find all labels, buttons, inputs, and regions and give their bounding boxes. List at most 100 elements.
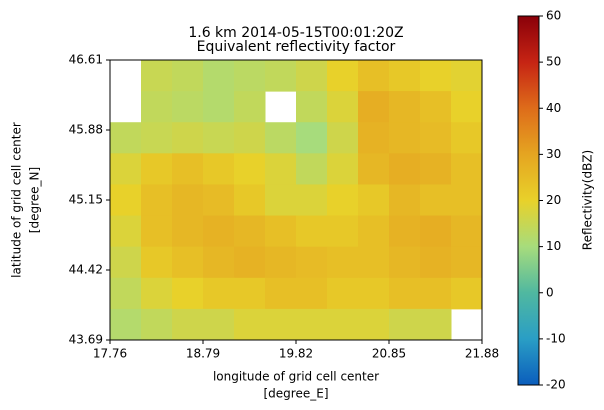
heatmap-cell [296,277,328,310]
heatmap-cell [265,246,297,279]
heatmap-cell [203,184,235,217]
chart-title: 1.6 km 2014-05-15T00:01:20Z [188,25,403,41]
heatmap-cell [389,184,421,217]
heatmap-cell [172,246,204,279]
x-axis-unit: [degree_E] [264,387,329,401]
heatmap-cell [234,277,266,310]
heatmap-cell [172,122,204,154]
colorbar-tick-label: -20 [546,378,566,392]
heatmap-cell [327,91,359,123]
heatmap-cell [451,277,483,310]
heatmap-cell [420,246,452,279]
heatmap-cell [141,184,173,217]
y-tick-label: 45.88 [69,123,103,137]
heatmap-cell [327,60,359,92]
heatmap-cell [110,215,142,248]
colorbar-tick-label: 50 [546,55,561,69]
heatmap-cell [141,215,173,248]
heatmap-cell [451,91,483,123]
heatmap-cell [420,153,452,185]
heatmap-cell [141,122,173,154]
heatmap-cell [296,153,328,185]
heatmap-cell [327,277,359,310]
heatmap-cell [389,122,421,154]
heatmap-cell [203,215,235,248]
heatmap-cell [358,91,390,123]
heatmap-cell [296,122,328,154]
colorbar-tick-label: 60 [546,9,561,23]
colorbar-label: Reflectivity(dBZ) [581,150,595,250]
y-tick-label: 44.42 [69,263,103,277]
heatmap-cell [327,308,359,341]
heatmap-cell [389,60,421,92]
heatmap-cell [265,308,297,341]
heatmap-cell [358,153,390,185]
heatmap-cell [389,246,421,279]
heatmap-cell [141,277,173,310]
x-tick-label: 21.88 [465,347,499,361]
heatmap-cell [172,308,204,341]
heatmap-cell [234,153,266,185]
heatmap-cell [265,215,297,248]
heatmap-cell [172,215,204,248]
heatmap-cell [172,277,204,310]
heatmap-cell [172,91,204,123]
heatmap-cell [234,308,266,341]
heatmap-cell [451,122,483,154]
heatmap-cell [265,184,297,217]
heatmap-cell [234,184,266,217]
heatmap-cell [451,153,483,185]
heatmap-cell [451,246,483,279]
heatmap-cell [234,91,266,123]
y-axis-label: latitude of grid cell center [10,122,24,278]
heatmap-cell [141,308,173,341]
heatmap-cell [358,246,390,279]
x-tick-label: 20.85 [372,347,406,361]
heatmap-cell [172,153,204,185]
heatmap-cell [420,60,452,92]
heatmap-cell [234,122,266,154]
colorbar-tick-label: 30 [546,147,561,161]
colorbar-tick-label: -10 [546,331,566,345]
heatmap-cell [358,184,390,217]
heatmap-cell [110,153,142,185]
heatmap-cell [389,215,421,248]
heatmap-cell [234,246,266,279]
heatmap-cell [296,91,328,123]
heatmap-cell [389,91,421,123]
y-tick-label: 46.61 [69,53,103,67]
heatmap-cell [358,277,390,310]
x-tick-label: 17.76 [93,347,127,361]
heatmap-cell [110,277,142,310]
heatmap-cell [110,122,142,154]
heatmap-cell [358,215,390,248]
heatmap-cell [420,308,452,341]
heatmap-cell [358,60,390,92]
heatmap-cell [389,277,421,310]
heatmap-cell [358,122,390,154]
heatmap-cell [110,308,142,341]
heatmap-cell [265,153,297,185]
heatmap-cell [451,184,483,217]
heatmap-cell [420,122,452,154]
y-tick-label: 45.15 [69,193,103,207]
heatmap-cell [420,91,452,123]
heatmap-cell [203,246,235,279]
heatmap-cell [203,277,235,310]
heatmap-cell [327,122,359,154]
colorbar-tick-label: 20 [546,193,561,207]
heatmap-cell [296,246,328,279]
heatmap-cell [327,246,359,279]
heatmap-cell [265,277,297,310]
heatmap-cell [420,184,452,217]
heatmap-cell [327,215,359,248]
heatmap-cell [203,60,235,92]
heatmap-cell [451,215,483,248]
heatmap-cell [296,215,328,248]
heatmap-cell [358,308,390,341]
heatmap-cell [141,91,173,123]
heatmap-cell [141,60,173,92]
heatmap-cell [110,246,142,279]
heatmap-cell [389,153,421,185]
heatmap-cell [420,215,452,248]
